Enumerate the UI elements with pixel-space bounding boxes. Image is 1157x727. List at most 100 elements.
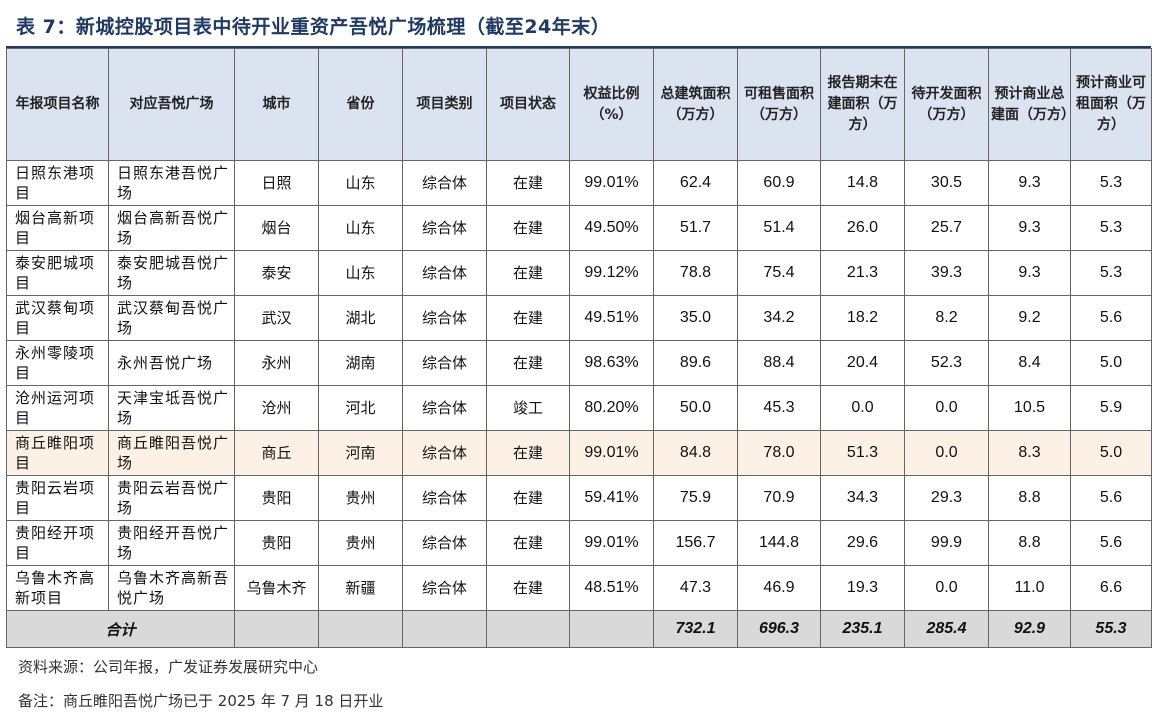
table-cell: 综合体: [402, 250, 487, 296]
table-cell: 湖南: [318, 340, 403, 386]
table-cell: 80.20%: [569, 385, 654, 431]
table-row: 贵阳云岩项目 贵阳云岩吾悦广场 贵阳 贵州 综合体 在建 59.41% 75.9 70.9 34.…: [6, 475, 1152, 521]
table-cell: 乌鲁木齐高新吾悦广场: [108, 565, 235, 611]
table-cell: 烟台高新吾悦广场: [108, 205, 235, 251]
table-cell: 综合体: [402, 205, 487, 251]
table-cell: 5.3: [1070, 250, 1152, 296]
total-label: 合计: [6, 610, 235, 648]
table-cell: 99.12%: [569, 250, 654, 296]
table-cell: 8.8: [988, 475, 1071, 521]
table-cell: 19.3: [820, 565, 905, 611]
column-header: 待开发面积（万方）: [904, 48, 989, 161]
table-cell: 5.6: [1070, 475, 1152, 521]
table-cell: 泰安: [234, 250, 319, 296]
table-cell: 50.0: [653, 385, 738, 431]
table-row: 泰安肥城项目 泰安肥城吾悦广场 泰安 山东 综合体 在建 99.12% 78.8 75.4 21.…: [6, 250, 1152, 296]
project-table: 年报项目名称 对应吾悦广场 城市 省份 项目类别 项目状态 权益比例（%） 总建筑面积（万方）…: [6, 48, 1152, 648]
table-cell: 60.9: [737, 160, 821, 206]
table-cell: 在建: [486, 295, 570, 341]
table-cell: 永州: [234, 340, 319, 386]
table-row: 日照东港项目 日照东港吾悦广场 日照 山东 综合体 在建 99.01% 62.4 60.9 14.…: [6, 160, 1152, 206]
total-empty-cell: [569, 610, 654, 648]
table-cell: 29.6: [820, 520, 905, 566]
table-cell: 51.3: [820, 430, 905, 476]
total-value: 55.3: [1070, 610, 1152, 648]
column-header: 预计商业可租面积（万方）: [1070, 48, 1152, 161]
table-cell: 18.2: [820, 295, 905, 341]
table-cell: 湖北: [318, 295, 403, 341]
table-cell: 47.3: [653, 565, 738, 611]
table-cell: 48.51%: [569, 565, 654, 611]
table-cell: 5.0: [1070, 430, 1152, 476]
total-empty-cell: [318, 610, 403, 648]
table-cell: 39.3: [904, 250, 989, 296]
table-cell: 新疆: [318, 565, 403, 611]
table-cell: 乌鲁木齐: [234, 565, 319, 611]
table-cell: 11.0: [988, 565, 1071, 611]
table-cell: 沧州: [234, 385, 319, 431]
table-cell: 武汉蔡甸项目: [6, 295, 109, 341]
table-cell: 156.7: [653, 520, 738, 566]
table-cell: 天津宝坻吾悦广场: [108, 385, 235, 431]
table-cell: 贵州: [318, 520, 403, 566]
table-cell: 烟台: [234, 205, 319, 251]
total-value: 732.1: [653, 610, 738, 648]
column-header: 城市: [234, 48, 319, 161]
table-row: 乌鲁木齐高新项目 乌鲁木齐高新吾悦广场 乌鲁木齐 新疆 综合体 在建 48.51% 47.3 4…: [6, 565, 1152, 611]
table-cell: 日照: [234, 160, 319, 206]
table-cell: 山东: [318, 160, 403, 206]
table-row: 烟台高新项目 烟台高新吾悦广场 烟台 山东 综合体 在建 49.50% 51.7 51.4 26.…: [6, 205, 1152, 251]
table-cell: 0.0: [904, 565, 989, 611]
column-header: 可租售面积（万方）: [737, 48, 821, 161]
table-cell: 综合体: [402, 475, 487, 521]
table-cell: 在建: [486, 205, 570, 251]
column-header: 预计商业总建面（万方）: [988, 48, 1071, 161]
table-cell: 在建: [486, 430, 570, 476]
table-cell: 贵阳: [234, 475, 319, 521]
table-cell: 5.3: [1070, 205, 1152, 251]
table-cell: 综合体: [402, 340, 487, 386]
table-cell: 45.3: [737, 385, 821, 431]
table-cell: 5.9: [1070, 385, 1152, 431]
total-value: 235.1: [820, 610, 905, 648]
column-header: 省份: [318, 48, 403, 161]
table-cell: 59.41%: [569, 475, 654, 521]
table-cell: 8.2: [904, 295, 989, 341]
table-cell: 泰安肥城吾悦广场: [108, 250, 235, 296]
total-empty-cell: [486, 610, 570, 648]
table-cell: 9.3: [988, 250, 1071, 296]
table-cell: 89.6: [653, 340, 738, 386]
table-cell: 8.3: [988, 430, 1071, 476]
table-cell: 52.3: [904, 340, 989, 386]
table-cell: 日照东港项目: [6, 160, 109, 206]
table-cell: 49.51%: [569, 295, 654, 341]
table-body: 日照东港项目 日照东港吾悦广场 日照 山东 综合体 在建 99.01% 62.4 60.9 14.…: [6, 160, 1152, 611]
table-cell: 综合体: [402, 520, 487, 566]
table-cell: 在建: [486, 160, 570, 206]
table-cell: 在建: [486, 475, 570, 521]
table-cell: 永州零陵项目: [6, 340, 109, 386]
table-cell: 9.2: [988, 295, 1071, 341]
table-cell: 29.3: [904, 475, 989, 521]
table-row: 贵阳经开项目 贵阳经开吾悦广场 贵阳 贵州 综合体 在建 99.01% 156.7 144.8 2…: [6, 520, 1152, 566]
table-cell: 35.0: [653, 295, 738, 341]
table-cell: 5.6: [1070, 520, 1152, 566]
table-cell: 34.3: [820, 475, 905, 521]
table-cell: 贵阳云岩项目: [6, 475, 109, 521]
table-cell: 51.7: [653, 205, 738, 251]
table-cell: 沧州运河项目: [6, 385, 109, 431]
table-cell: 9.3: [988, 160, 1071, 206]
table-cell: 0.0: [904, 430, 989, 476]
total-value: 92.9: [988, 610, 1071, 648]
table-cell: 在建: [486, 565, 570, 611]
column-header: 对应吾悦广场: [108, 48, 235, 161]
table-cell: 5.6: [1070, 295, 1152, 341]
table-row: 武汉蔡甸项目 武汉蔡甸吾悦广场 武汉 湖北 综合体 在建 49.51% 35.0 34.2 18.…: [6, 295, 1152, 341]
table-cell: 商丘: [234, 430, 319, 476]
table-cell: 山东: [318, 250, 403, 296]
column-header: 项目状态: [486, 48, 570, 161]
table-cell: 8.8: [988, 520, 1071, 566]
table-cell: 在建: [486, 520, 570, 566]
table-cell: 99.01%: [569, 160, 654, 206]
column-header: 年报项目名称: [6, 48, 109, 161]
